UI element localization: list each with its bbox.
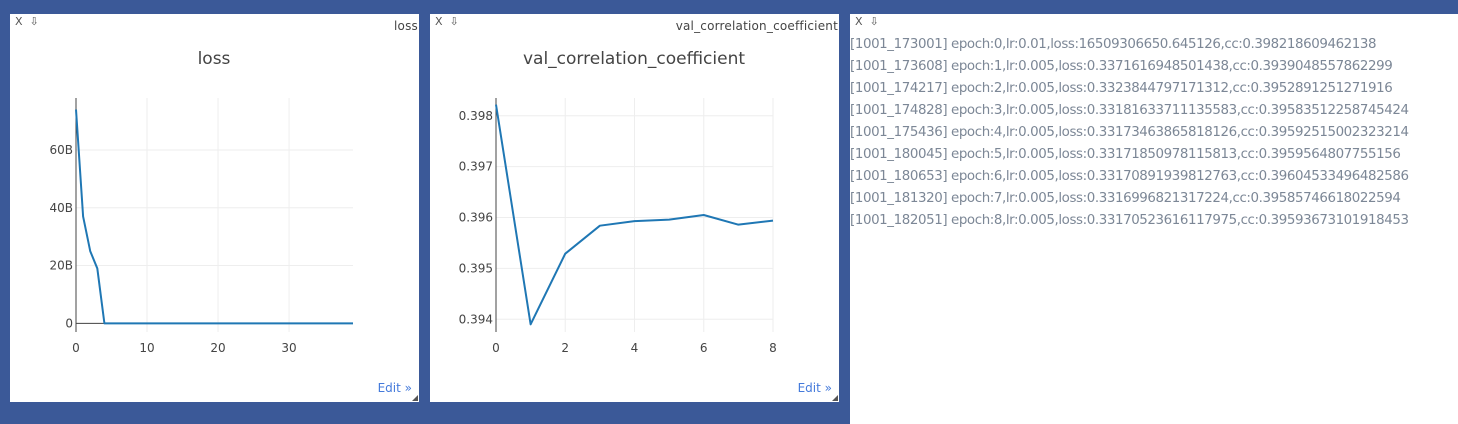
close-icon[interactable]: X xyxy=(15,15,23,28)
log-line: [1001_181320] epoch:7,lr:0.005,loss:0.33… xyxy=(850,191,1401,206)
chart-title: val_correlation_coefficient xyxy=(523,49,745,69)
log-text: [1001_173001] epoch:0,lr:0.01,loss:16509… xyxy=(850,34,1409,232)
window-label: loss xyxy=(394,19,418,33)
edit-link[interactable]: Edit » xyxy=(797,381,832,395)
resize-handle-icon[interactable] xyxy=(412,395,418,401)
y-tick-label: 0.398 xyxy=(459,109,493,123)
log-line: [1001_180653] epoch:6,lr:0.005,loss:0.33… xyxy=(850,169,1409,184)
y-tick-label: 20B xyxy=(49,259,73,273)
loss-chart-window: X ⇩ loss loss 0 10 20 30 0 20B 40B 60B Edit » xyxy=(10,14,419,402)
log-line: [1001_180045] epoch:5,lr:0.005,loss:0.33… xyxy=(850,147,1401,162)
edit-link[interactable]: Edit » xyxy=(377,381,412,395)
series-line xyxy=(75,109,353,325)
window-controls: X ⇩ xyxy=(15,16,39,28)
chart-title: loss xyxy=(198,49,231,69)
y-tick-label: 0 xyxy=(65,316,73,330)
x-tick-label: 6 xyxy=(700,341,708,355)
log-line: [1001_173001] epoch:0,lr:0.01,loss:16509… xyxy=(850,37,1377,52)
y-tick-label: 0.397 xyxy=(459,160,493,174)
window-controls: X ⇩ xyxy=(435,16,459,28)
y-tick-label: 0.394 xyxy=(459,312,493,326)
x-tick-label: 2 xyxy=(561,341,569,355)
window-label: val_correlation_coefficient xyxy=(675,19,838,33)
x-tick-label: 10 xyxy=(139,341,154,355)
loss-plot: loss 0 10 20 30 0 20B 40B 60B xyxy=(49,49,353,355)
close-icon[interactable]: X xyxy=(435,15,443,28)
y-tick-label: 60B xyxy=(49,143,73,157)
download-icon[interactable]: ⇩ xyxy=(29,15,39,28)
x-tick-label: 30 xyxy=(281,341,296,355)
cc-chart-window: X ⇩ val_correlation_coefficient val_corr… xyxy=(430,14,839,402)
log-line: [1001_174828] epoch:3,lr:0.005,loss:0.33… xyxy=(850,103,1409,118)
log-line: [1001_182051] epoch:8,lr:0.005,loss:0.33… xyxy=(850,213,1409,228)
x-tick-label: 0 xyxy=(72,341,80,355)
x-tick-label: 4 xyxy=(631,341,639,355)
download-icon[interactable]: ⇩ xyxy=(869,15,879,28)
download-icon[interactable]: ⇩ xyxy=(449,15,459,28)
log-line: [1001_173608] epoch:1,lr:0.005,loss:0.33… xyxy=(850,59,1393,74)
series-line xyxy=(495,104,774,326)
x-tick-label: 0 xyxy=(492,341,500,355)
x-tick-label: 8 xyxy=(769,341,777,355)
cc-plot: val_correlation_coefficient 0 2 4 6 8 0.394 0.3… xyxy=(459,49,777,355)
window-controls: X ⇩ xyxy=(855,16,879,28)
y-tick-label: 40B xyxy=(49,201,73,215)
y-tick-label: 0.396 xyxy=(459,211,493,225)
y-tick-label: 0.395 xyxy=(459,261,493,275)
log-line: [1001_174217] epoch:2,lr:0.005,loss:0.33… xyxy=(850,81,1393,96)
resize-handle-icon[interactable] xyxy=(832,395,838,401)
x-tick-label: 20 xyxy=(210,341,225,355)
log-window: X ⇩ [1001_173001] epoch:0,lr:0.01,loss:1… xyxy=(850,14,1458,424)
log-line: [1001_175436] epoch:4,lr:0.005,loss:0.33… xyxy=(850,125,1409,140)
close-icon[interactable]: X xyxy=(855,15,863,28)
